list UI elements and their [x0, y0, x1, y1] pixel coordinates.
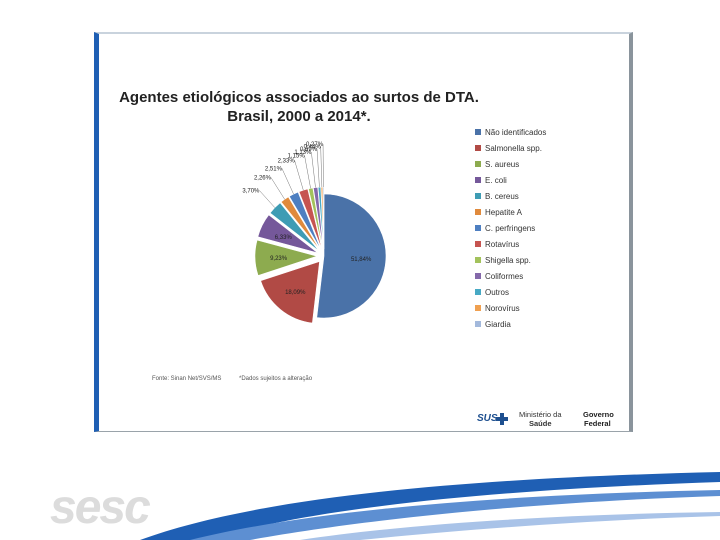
- legend-item: Não identificados: [475, 124, 546, 140]
- data-label: 2,33%: [278, 159, 296, 165]
- legend-label: Shigella spp.: [485, 255, 531, 265]
- legend-swatch: [475, 225, 481, 231]
- legend-swatch: [475, 129, 481, 135]
- legend-item: Salmonella spp.: [475, 140, 546, 156]
- legend-item: C. perfringens: [475, 220, 546, 236]
- pie-slice-s-aureus: [254, 239, 319, 276]
- leader-line: [270, 177, 285, 200]
- chart-title: Agentes etiológicos associados ao surtos…: [119, 89, 479, 106]
- leader-line: [320, 146, 323, 188]
- governo-line1: Governo: [583, 410, 614, 419]
- legend-label: Salmonella spp.: [485, 143, 542, 153]
- legend-item: S. aureus: [475, 156, 546, 172]
- leader-line: [294, 160, 304, 191]
- legend-item: Rotavírus: [475, 236, 546, 252]
- legend-swatch: [475, 305, 481, 311]
- data-label: 1,15%: [288, 154, 306, 160]
- data-label: 0,44%: [304, 145, 322, 151]
- data-label: 51,84%: [351, 257, 372, 263]
- legend-label: C. perfringens: [485, 223, 536, 233]
- legend-label: Giardia: [485, 319, 511, 329]
- legend-item: E. coli: [475, 172, 546, 188]
- data-note: *Dados sujeitos a alteração: [239, 376, 313, 382]
- legend-item: Outros: [475, 284, 546, 300]
- legend-swatch: [475, 177, 481, 183]
- legend-item: Shigella spp.: [475, 252, 546, 268]
- legend-label: E. coli: [485, 175, 507, 185]
- pie-slice-e-coli: [257, 214, 318, 254]
- legend-swatch: [475, 145, 481, 151]
- ministerio-saude-logo: SUS Ministério da Saúde Governo Federal: [477, 410, 614, 428]
- leader-line: [259, 190, 275, 208]
- pie-slice-salmonella-spp-: [260, 260, 320, 324]
- legend-swatch: [475, 257, 481, 263]
- legend-swatch: [475, 273, 481, 279]
- legend-item: Giardia: [475, 316, 546, 332]
- pie-slice-b-cereus: [269, 202, 320, 252]
- data-label: 0,69%: [300, 147, 318, 153]
- ministerio-line1: Ministério da: [519, 410, 562, 419]
- legend-label: S. aureus: [485, 159, 520, 169]
- chart-legend: Não identificados Salmonella spp. S. aureu…: [475, 124, 546, 332]
- legend-label: Rotavírus: [485, 239, 520, 249]
- governo-line2: Federal: [584, 419, 611, 428]
- chart-subtitle: Brasil, 2000 a 2014*.: [227, 108, 371, 125]
- data-label: 18,09%: [285, 290, 306, 296]
- legend-item: Coliformes: [475, 268, 546, 284]
- pie-slice-rotav-rus: [298, 188, 323, 250]
- sesc-logo: sesc: [50, 481, 151, 534]
- legend-swatch: [475, 161, 481, 167]
- legend-swatch: [475, 209, 481, 215]
- legend-swatch: [475, 193, 481, 199]
- data-label: 3,70%: [242, 188, 260, 194]
- ministerio-line2: Saúde: [529, 419, 552, 428]
- legend-label: Não identificados: [485, 127, 547, 137]
- legend-item: B. cereus: [475, 188, 546, 204]
- legend-swatch: [475, 321, 481, 327]
- pie-slice-n-o-identificados: [316, 193, 387, 319]
- leader-line: [311, 152, 316, 188]
- data-label: 0,27%: [306, 142, 324, 148]
- legend-label: Coliformes: [485, 271, 524, 281]
- legend-label: Norovírus: [485, 303, 520, 313]
- slide-frame: Agentes etiológicos associados ao surtos…: [94, 32, 633, 432]
- data-label: 2,51%: [265, 166, 283, 172]
- pie-chart: 51,84% 18,09% 9,23% 6,33% 3,70% 2,26% 2,51%2,3…: [242, 142, 387, 324]
- legend-label: B. cereus: [485, 191, 519, 201]
- pie-slice-shigella-spp-: [308, 187, 323, 250]
- decorative-swoosh: [140, 472, 720, 540]
- leader-line: [281, 168, 294, 195]
- legend-item: Norovírus: [475, 300, 546, 316]
- data-label: 9,23%: [270, 256, 288, 262]
- health-cross-icon: [496, 413, 508, 425]
- legend-item: Hepatite A: [475, 204, 546, 220]
- data-label: 6,33%: [275, 235, 293, 241]
- source-note: Fonte: Sinan Net/SVS/MS: [152, 376, 222, 382]
- data-label: 1,13%: [294, 150, 312, 156]
- sus-logo-text: SUS: [477, 413, 498, 424]
- legend-label: Hepatite A: [485, 207, 522, 217]
- legend-swatch: [475, 289, 481, 295]
- leader-line: [304, 155, 311, 189]
- data-label: 2,26%: [254, 176, 272, 182]
- legend-label: Outros: [485, 287, 510, 297]
- legend-swatch: [475, 241, 481, 247]
- leader-line: [316, 149, 320, 188]
